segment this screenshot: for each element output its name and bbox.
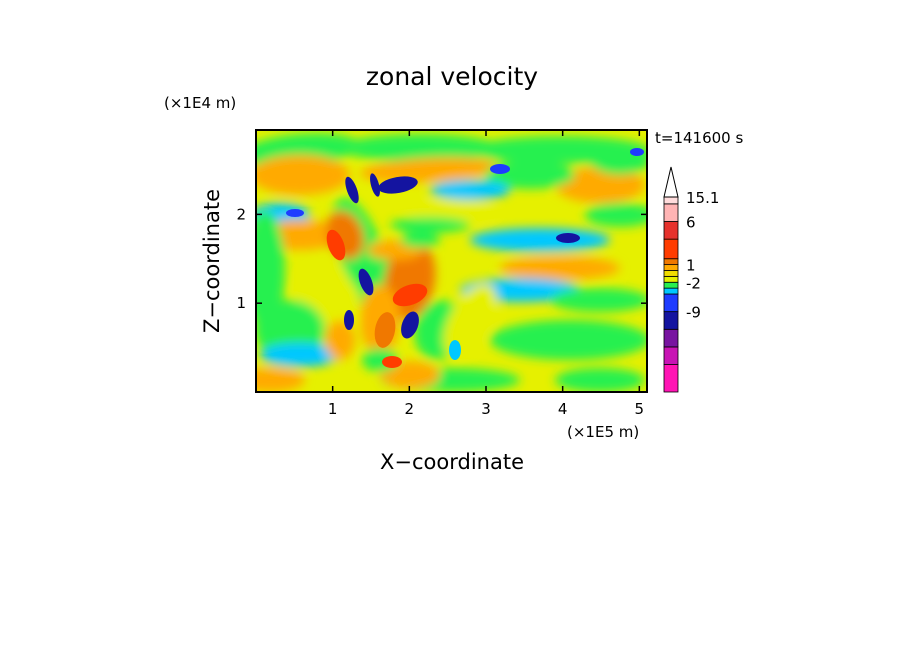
colorbar-segment bbox=[663, 258, 679, 266]
colorbar-segment bbox=[663, 281, 679, 289]
y-tick-label: 2 bbox=[236, 205, 246, 223]
field-core bbox=[326, 229, 346, 261]
field-core bbox=[630, 148, 644, 156]
colorbar-segment bbox=[663, 238, 679, 260]
field-region bbox=[256, 368, 305, 392]
field-region bbox=[470, 228, 610, 252]
field-blobs bbox=[256, 133, 647, 392]
chart-title: zonal velocity bbox=[366, 62, 538, 91]
field-region bbox=[260, 343, 340, 367]
field-region bbox=[325, 320, 355, 360]
field-core bbox=[392, 283, 428, 307]
x-axis: 1 2 3 4 5 bbox=[328, 130, 644, 418]
colorbar-label: 15.1 bbox=[686, 189, 719, 207]
colorbar-segment bbox=[663, 275, 679, 283]
colorbar-segment bbox=[663, 328, 679, 348]
y-axis-label: Z−coordinate bbox=[200, 189, 224, 333]
colorbar-segment bbox=[663, 311, 679, 330]
x-axis-label: X−coordinate bbox=[380, 450, 524, 474]
colorbar-label: -2 bbox=[686, 274, 701, 292]
field-cores bbox=[286, 148, 644, 368]
colorbar-segment bbox=[663, 270, 679, 277]
time-label: t=141600 s bbox=[655, 129, 743, 147]
field-contours bbox=[256, 133, 647, 392]
plot-area bbox=[256, 130, 647, 392]
plot-frame bbox=[255, 129, 648, 393]
field-region bbox=[430, 180, 510, 200]
colorbar-extend-arrow bbox=[663, 166, 679, 198]
colorbar-label: -9 bbox=[686, 304, 701, 322]
field-core bbox=[382, 356, 402, 368]
field-region bbox=[400, 232, 440, 248]
field-region bbox=[256, 133, 360, 167]
colorbar-segment bbox=[663, 196, 679, 205]
colorbar-segment bbox=[663, 203, 679, 222]
field-region bbox=[256, 210, 285, 330]
field-core bbox=[556, 233, 580, 243]
field-region bbox=[405, 200, 495, 220]
colorbar-segment bbox=[663, 264, 679, 271]
field-core bbox=[345, 176, 359, 204]
field-region bbox=[443, 283, 497, 357]
field-core bbox=[358, 268, 374, 296]
field-region bbox=[490, 320, 647, 360]
field-region bbox=[390, 217, 470, 233]
colorbar-segment bbox=[663, 346, 679, 365]
field-core bbox=[490, 164, 510, 174]
colorbar-segment bbox=[663, 221, 679, 240]
field-core bbox=[370, 173, 380, 197]
y-axis: 12 bbox=[236, 205, 647, 312]
field-region bbox=[585, 203, 647, 227]
colorbar-label: 1 bbox=[686, 257, 696, 275]
field-core bbox=[378, 176, 418, 194]
x-tick-label: 3 bbox=[481, 400, 491, 418]
field-region bbox=[256, 155, 350, 195]
y-unit-label: (×1E4 m) bbox=[164, 94, 236, 112]
field-region bbox=[555, 167, 645, 203]
x-unit-label: (×1E5 m) bbox=[567, 423, 639, 441]
field-region bbox=[555, 368, 645, 392]
field-region bbox=[380, 361, 440, 389]
field-region bbox=[550, 288, 647, 312]
field-core bbox=[449, 340, 461, 360]
x-tick-label: 1 bbox=[328, 400, 338, 418]
field-core bbox=[344, 310, 354, 330]
field-region bbox=[340, 134, 500, 162]
field-region bbox=[500, 256, 620, 280]
x-tick-label: 5 bbox=[635, 400, 645, 418]
y-tick-label: 1 bbox=[236, 294, 246, 312]
x-tick-label: 2 bbox=[405, 400, 415, 418]
field-core bbox=[401, 311, 419, 339]
colorbar-segment bbox=[663, 364, 679, 393]
colorbar: -9 -21 6 15.1 bbox=[663, 166, 719, 393]
colorbar-segment bbox=[663, 293, 679, 313]
field-core bbox=[374, 312, 396, 348]
field-core bbox=[286, 209, 304, 217]
x-tick-label: 4 bbox=[558, 400, 568, 418]
field-region bbox=[360, 157, 500, 183]
colorbar-label: 6 bbox=[686, 213, 696, 231]
colorbar-segment bbox=[663, 287, 679, 295]
